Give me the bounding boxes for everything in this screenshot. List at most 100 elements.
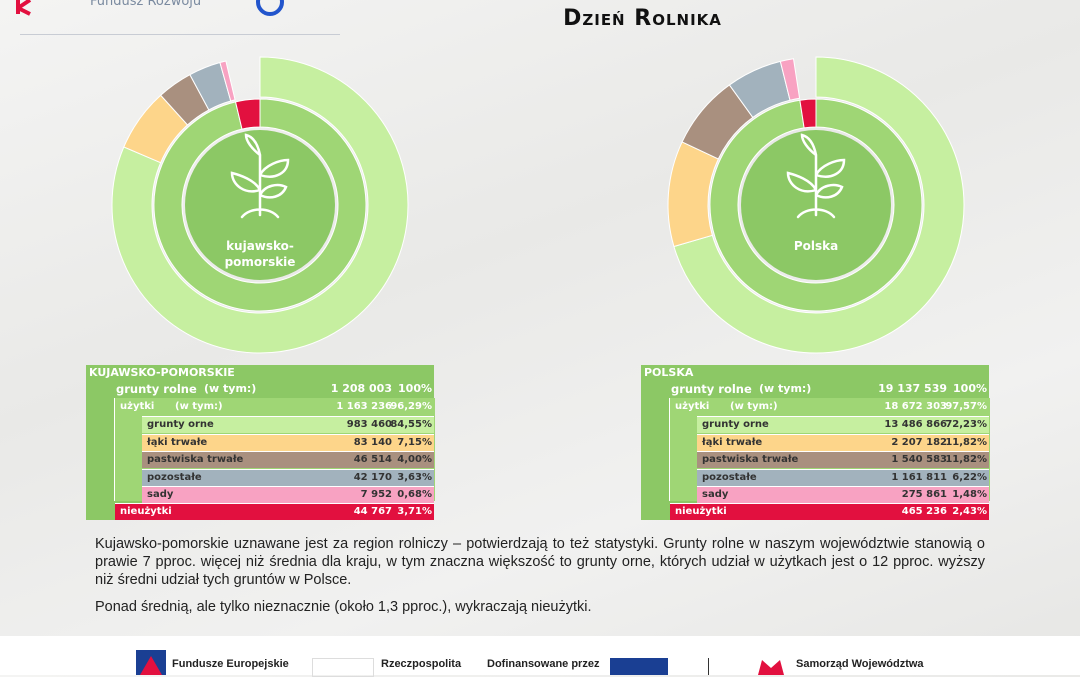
footer-text: Rzeczpospolita	[381, 658, 462, 670]
table-cell: 6,22%	[952, 471, 987, 483]
table-row: pastwiska trwałe 1 540 583 11,82%	[697, 451, 989, 468]
table-cell: 7 952	[360, 489, 392, 500]
footer-text: Dofinansowane przez	[487, 658, 600, 670]
donut-segment	[234, 98, 261, 130]
plant-icon	[786, 133, 846, 219]
donut-segment	[779, 58, 801, 101]
table-cell: sady	[702, 489, 729, 500]
eu-flag	[610, 658, 668, 675]
eu-funds-logo	[136, 650, 166, 675]
table-row: nieużytki 44 767 3,71%	[115, 503, 434, 520]
table-cell: 1 163 236	[336, 401, 392, 412]
table-cell: grunty orne	[702, 419, 769, 430]
divider	[20, 34, 340, 35]
table-cell: sady	[147, 489, 174, 500]
table-row: grunty orne 983 460 84,55%	[142, 416, 434, 433]
footer: Fundusze Europejskie Rzeczpospolita Dofi…	[0, 636, 1080, 677]
table-row: łąki trwałe 83 140 7,15%	[142, 433, 434, 451]
plant-stem	[786, 133, 846, 219]
plant-stem	[230, 133, 290, 219]
table-cell: 1 161 811	[891, 471, 947, 483]
table-cell: łąki trwałe	[147, 436, 208, 448]
table: KUJAWSKO-POMORSKIE grunty rolne (w tym:) 1 …	[86, 365, 435, 520]
table-cell: 83 140	[353, 436, 392, 448]
table-row: użytki (w tym:) 18 672 303 97,57%	[670, 399, 989, 415]
table-cell: 42 170	[353, 471, 392, 483]
table-cell: 18 672 303	[884, 401, 947, 412]
table-cell: pozostałe	[147, 471, 202, 483]
donut-segment	[111, 56, 409, 354]
table-cell: 0,68%	[397, 489, 432, 500]
table-cell: grunty orne	[147, 419, 214, 430]
table-cell: 44 767	[353, 506, 392, 517]
table-cell: 97,57%	[945, 401, 987, 412]
table-row: nieużytki 465 236 2,43%	[670, 503, 989, 520]
table-cell: 4,00%	[397, 454, 432, 465]
table-cell: użytki	[120, 401, 155, 412]
region-logo	[758, 660, 784, 675]
donut-segment	[219, 60, 236, 102]
table-cell: pastwiska trwałe	[147, 454, 244, 465]
table-cell: 3,71%	[397, 506, 432, 517]
table-cell: 84,55%	[390, 419, 432, 430]
table-cell: nieużytki	[675, 506, 727, 517]
table-cell: 275 861	[901, 489, 947, 500]
table-cell: 96,29%	[390, 401, 432, 412]
plant-icon	[230, 133, 290, 219]
table-cell: (w tym:)	[175, 401, 223, 412]
logo	[16, 0, 32, 16]
logo-text: Fundusz Rozwoju	[90, 0, 202, 9]
paragraph: Ponad średnią, ale tylko nieznacznie (ok…	[95, 599, 592, 615]
table-cell: 3,63%	[397, 471, 432, 483]
table-cell: pozostałe	[702, 471, 757, 483]
footer-text: Samorząd Województwa	[796, 658, 924, 670]
table-cell: (w tym:)	[730, 401, 778, 412]
flag	[312, 658, 374, 677]
table-cell: 100%	[953, 382, 987, 395]
table-cell: łąki trwałe	[702, 436, 763, 448]
table-cell: 11,82%	[945, 436, 987, 448]
table-cell: 19 137 539	[878, 382, 947, 395]
donut-segment	[709, 98, 923, 312]
table-cell: (w tym:)	[759, 382, 812, 395]
table-cell: 11,82%	[945, 454, 987, 465]
divider	[708, 658, 709, 675]
table-cell: 72,23%	[945, 419, 987, 430]
table-title: KUJAWSKO-POMORSKIE	[86, 365, 434, 381]
table-cell: 983 460	[346, 419, 392, 430]
donut-segment	[673, 56, 965, 354]
table-cell: grunty rolne	[116, 382, 197, 396]
title: Dzień Rolnika	[563, 6, 722, 31]
table-row: grunty orne 13 486 866 72,23%	[697, 416, 989, 433]
table-cell: 1 540 583	[891, 454, 947, 465]
table-cell: użytki	[675, 401, 710, 412]
table-row: pozostałe 1 161 811 6,22%	[697, 468, 989, 486]
table-cell: (w tym:)	[204, 382, 257, 395]
donut-segment	[799, 98, 817, 129]
table-cell: 100%	[398, 382, 432, 395]
paragraph: Kujawsko-pomorskie uznawane jest za regi…	[95, 536, 985, 588]
table-row: pozostałe 42 170 3,63%	[142, 468, 434, 486]
table-cell: 7,15%	[397, 436, 432, 448]
table-cell: 46 514	[353, 454, 392, 465]
table-cell: POLSKA	[644, 366, 694, 379]
table-row: użytki (w tym:) 1 163 236 96,29%	[115, 399, 434, 415]
table-row: sady 7 952 0,68%	[142, 486, 434, 503]
donut-segment	[153, 98, 367, 312]
table-cell: 1,48%	[952, 489, 987, 500]
table-row: łąki trwałe 2 207 182 11,82%	[697, 433, 989, 451]
table-row: sady 275 861 1,48%	[697, 486, 989, 503]
table-cell: pastwiska trwałe	[702, 454, 799, 465]
center-label: kujawsko-pomorskie	[224, 239, 296, 269]
footer-text: Fundusze Europejskie	[172, 658, 289, 670]
table-row: grunty rolne (w tym:) 19 137 539 100%	[641, 381, 989, 397]
table: POLSKA grunty rolne (w tym:) 19 137 539 100%…	[641, 365, 990, 520]
table-title: POLSKA	[641, 365, 989, 381]
table-cell: nieużytki	[120, 506, 172, 517]
table-cell: 13 486 866	[884, 419, 947, 430]
center-label: Polska	[793, 239, 839, 253]
logo	[256, 0, 284, 16]
table-cell: 1 208 003	[330, 382, 392, 395]
